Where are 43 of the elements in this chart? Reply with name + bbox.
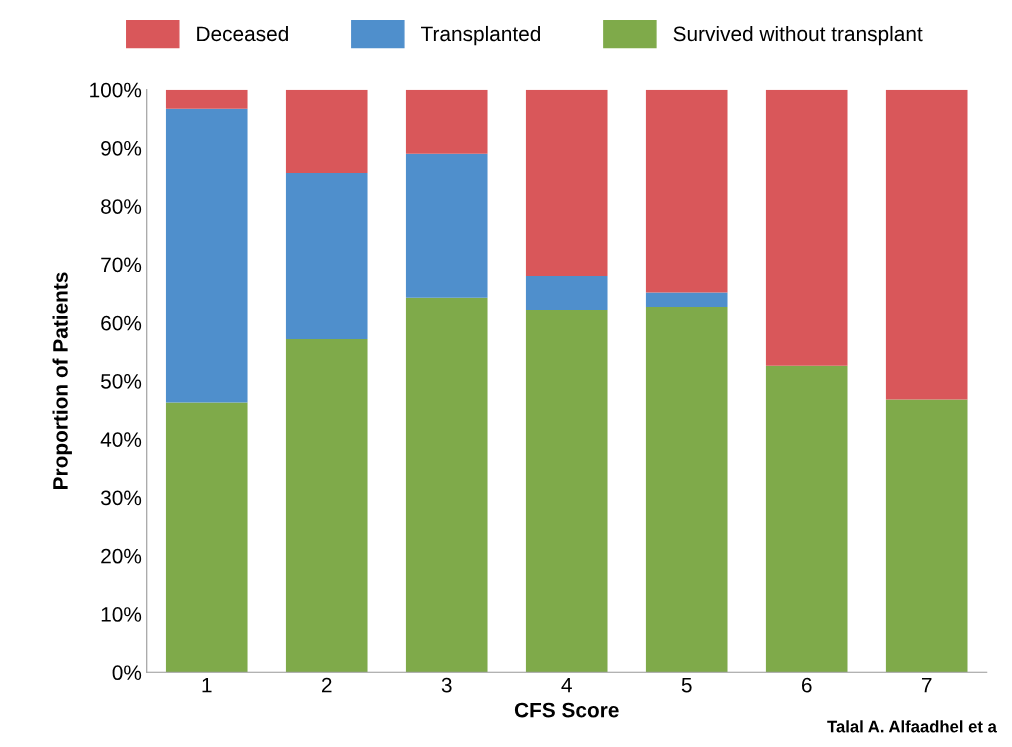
x-tick-label: 4 xyxy=(561,677,572,693)
y-tick-label: 10% xyxy=(101,607,142,622)
bar xyxy=(525,276,608,310)
bar xyxy=(765,89,848,366)
bar xyxy=(285,339,368,673)
bar xyxy=(165,402,248,673)
x-tick-label: 3 xyxy=(441,677,452,693)
legend-label: Transplanted xyxy=(421,25,541,46)
x-tick-label: 7 xyxy=(921,677,932,693)
bar xyxy=(645,306,728,673)
y-tick-label: 90% xyxy=(101,140,142,156)
bar xyxy=(525,309,608,673)
bar xyxy=(645,89,728,293)
bar xyxy=(405,297,488,673)
y-tick-label: 70% xyxy=(101,257,142,273)
y-axis-title: Proportion of Patients xyxy=(52,272,72,489)
bar xyxy=(885,399,968,673)
bar xyxy=(765,365,848,673)
bar xyxy=(645,292,728,307)
x-tick-label: 1 xyxy=(202,677,212,693)
y-tick-label: 50% xyxy=(101,373,142,389)
y-tick-label: 80% xyxy=(101,199,142,214)
x-tick-label: 2 xyxy=(321,677,332,693)
text: Talal A. Alfaadhel et a xyxy=(827,720,997,733)
legend-label: Deceased xyxy=(197,25,288,42)
y-tick-label: 60% xyxy=(101,315,142,331)
bar xyxy=(885,89,968,400)
y-tick-label: 20% xyxy=(101,548,142,564)
bar xyxy=(165,108,248,403)
legend-label: Survived without transplant xyxy=(673,25,923,46)
y-tick-label: 0% xyxy=(112,665,142,681)
bar xyxy=(285,172,368,340)
bar xyxy=(285,89,368,173)
bar xyxy=(525,89,608,277)
bar xyxy=(405,153,488,298)
x-tick-label: 5 xyxy=(681,677,692,693)
x-tick-label: 6 xyxy=(801,677,812,693)
y-tick-label: 100% xyxy=(90,82,142,98)
bar xyxy=(165,89,248,109)
y-tick-label: 30% xyxy=(100,490,142,506)
y-tick-label: 40% xyxy=(100,432,142,447)
x-axis-title: CFS Score xyxy=(514,702,619,718)
bar xyxy=(405,89,488,154)
